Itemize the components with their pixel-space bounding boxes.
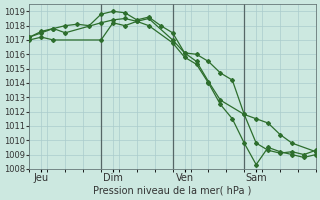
X-axis label: Pression niveau de la mer( hPa ): Pression niveau de la mer( hPa ) <box>93 186 252 196</box>
